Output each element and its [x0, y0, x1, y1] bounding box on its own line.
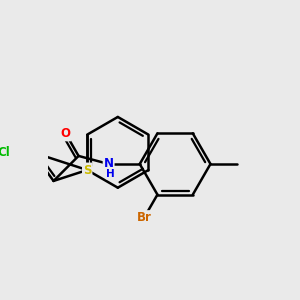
Text: S: S — [83, 164, 92, 176]
Text: Cl: Cl — [0, 146, 10, 159]
Text: H: H — [106, 169, 115, 179]
Text: N: N — [103, 158, 114, 170]
Text: Br: Br — [137, 211, 152, 224]
Text: O: O — [61, 128, 71, 140]
